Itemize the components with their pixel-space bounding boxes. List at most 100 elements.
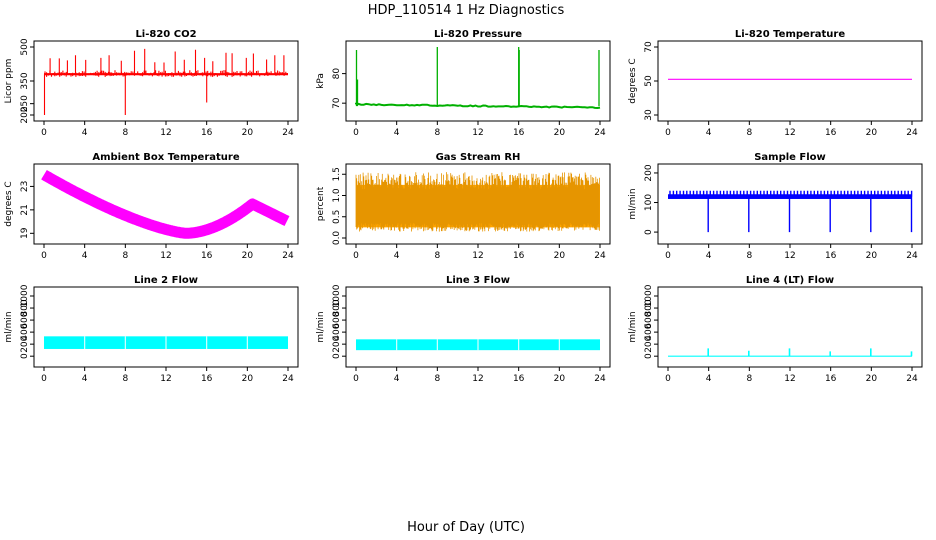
x-tick-label: 12 xyxy=(472,251,483,261)
panel-title: Line 3 Flow xyxy=(446,275,510,286)
x-tick-label: 12 xyxy=(472,128,483,138)
x-tick-label: 4 xyxy=(82,374,88,384)
x-tick-label: 12 xyxy=(160,374,171,384)
y-tick-label: 350 xyxy=(20,72,30,89)
x-tick-label: 24 xyxy=(282,374,294,384)
series-spikes xyxy=(669,190,913,233)
panel-ylabel: ml/min xyxy=(316,311,326,342)
panel-title: Li-820 Pressure xyxy=(434,29,522,40)
panel-frame xyxy=(657,40,923,122)
series-gaps xyxy=(396,339,560,351)
panel-ylabel: ml/min xyxy=(4,311,14,342)
panel-title: Line 2 Flow xyxy=(134,275,198,286)
x-tick-label: 12 xyxy=(784,374,795,384)
y-tick-label: 1000 xyxy=(332,284,342,307)
y-tick-label: 100 xyxy=(644,194,654,211)
panel-4: Ambient Box Temperature degrees C 0 4 8 12 16 2… xyxy=(4,152,299,261)
x-tick-label: 24 xyxy=(282,251,294,261)
y-tick-label: 0 xyxy=(20,353,30,359)
x-tick-label: 4 xyxy=(394,374,400,384)
x-tick-label: 8 xyxy=(746,128,752,138)
y-tick-label: 0 xyxy=(644,229,654,235)
panel-frame xyxy=(345,286,611,368)
panel-frame xyxy=(345,40,611,122)
series-spikes xyxy=(707,348,913,357)
panel-title: Li-820 Temperature xyxy=(735,29,845,40)
figure-title: HDP_110514 1 Hz Diagnostics xyxy=(368,3,565,18)
y-tick-label: 400 xyxy=(20,323,30,340)
x-tick-label: 20 xyxy=(554,374,566,384)
y-tick-label: 400 xyxy=(332,323,342,340)
panel-series xyxy=(44,336,288,349)
x-tick-label: 16 xyxy=(513,128,525,138)
x-tick-label: 8 xyxy=(434,251,440,261)
x-tick-label: 12 xyxy=(160,128,171,138)
panel-frame xyxy=(33,286,299,368)
panel-title: Li-820 CO2 xyxy=(135,29,196,40)
x-tick-label: 0 xyxy=(665,251,671,261)
x-tick-label: 24 xyxy=(594,128,606,138)
x-tick-label: 16 xyxy=(201,374,213,384)
y-tick-label: 800 xyxy=(644,299,654,316)
panel-ylabel: kPa xyxy=(316,73,326,89)
panel-series xyxy=(355,172,600,232)
y-tick-label: 600 xyxy=(20,311,30,328)
x-tick-label: 16 xyxy=(201,128,213,138)
panel-title: Sample Flow xyxy=(754,152,826,163)
x-tick-label: 0 xyxy=(353,128,359,138)
panel-title: Ambient Box Temperature xyxy=(92,152,239,163)
series-gaps xyxy=(84,336,248,349)
x-tick-label: 8 xyxy=(122,251,128,261)
series-noise xyxy=(355,172,600,232)
figure-xlabel: Hour of Day (UTC) xyxy=(407,520,525,535)
y-tick-label: 23 xyxy=(20,181,30,192)
x-tick-label: 24 xyxy=(906,374,918,384)
panel-2: Li-820 Pressure kPa 0 4 8 12 16 20 24 70 80 xyxy=(316,29,611,138)
x-tick-label: 12 xyxy=(160,251,171,261)
x-tick-label: 0 xyxy=(353,374,359,384)
panel-title: Line 4 (LT) Flow xyxy=(746,275,834,286)
x-tick-label: 0 xyxy=(41,128,47,138)
y-tick-label: 200 xyxy=(644,335,654,352)
series-line xyxy=(355,102,601,110)
y-tick-label: 200 xyxy=(332,335,342,352)
panel-series xyxy=(356,339,600,351)
x-tick-label: 12 xyxy=(784,128,795,138)
y-tick-label: 500 xyxy=(20,38,30,55)
series-spikes xyxy=(43,48,288,115)
panel-series xyxy=(668,348,913,357)
y-tick-label: 1.0 xyxy=(332,188,342,203)
x-tick-label: 8 xyxy=(746,251,752,261)
y-tick-label: 1000 xyxy=(644,284,654,307)
series-band xyxy=(39,169,292,239)
panel-series xyxy=(355,47,601,110)
panel-series xyxy=(39,169,292,239)
x-tick-label: 0 xyxy=(353,251,359,261)
panel-ylabel: ml/min xyxy=(628,311,638,342)
y-tick-label: 0 xyxy=(644,353,654,359)
y-tick-label: 0.5 xyxy=(332,210,342,224)
x-tick-label: 12 xyxy=(472,374,483,384)
x-tick-label: 4 xyxy=(82,251,88,261)
panel-title: Gas Stream RH xyxy=(436,152,521,163)
panel-series xyxy=(43,48,288,115)
x-tick-label: 0 xyxy=(41,374,47,384)
x-tick-label: 20 xyxy=(242,251,254,261)
panel-ylabel: degrees C xyxy=(4,181,14,226)
x-tick-label: 8 xyxy=(434,374,440,384)
x-tick-label: 16 xyxy=(513,251,525,261)
panel-series xyxy=(668,190,913,233)
panel-ylabel: ml/min xyxy=(628,188,638,219)
x-tick-label: 16 xyxy=(825,374,837,384)
y-tick-label: 80 xyxy=(332,68,342,80)
y-tick-label: 0 xyxy=(332,353,342,359)
x-tick-label: 8 xyxy=(122,128,128,138)
panel-ylabel: Licor ppm xyxy=(4,59,14,104)
x-tick-label: 20 xyxy=(554,128,566,138)
x-tick-label: 16 xyxy=(201,251,213,261)
x-tick-label: 4 xyxy=(82,128,88,138)
x-tick-label: 4 xyxy=(706,251,712,261)
